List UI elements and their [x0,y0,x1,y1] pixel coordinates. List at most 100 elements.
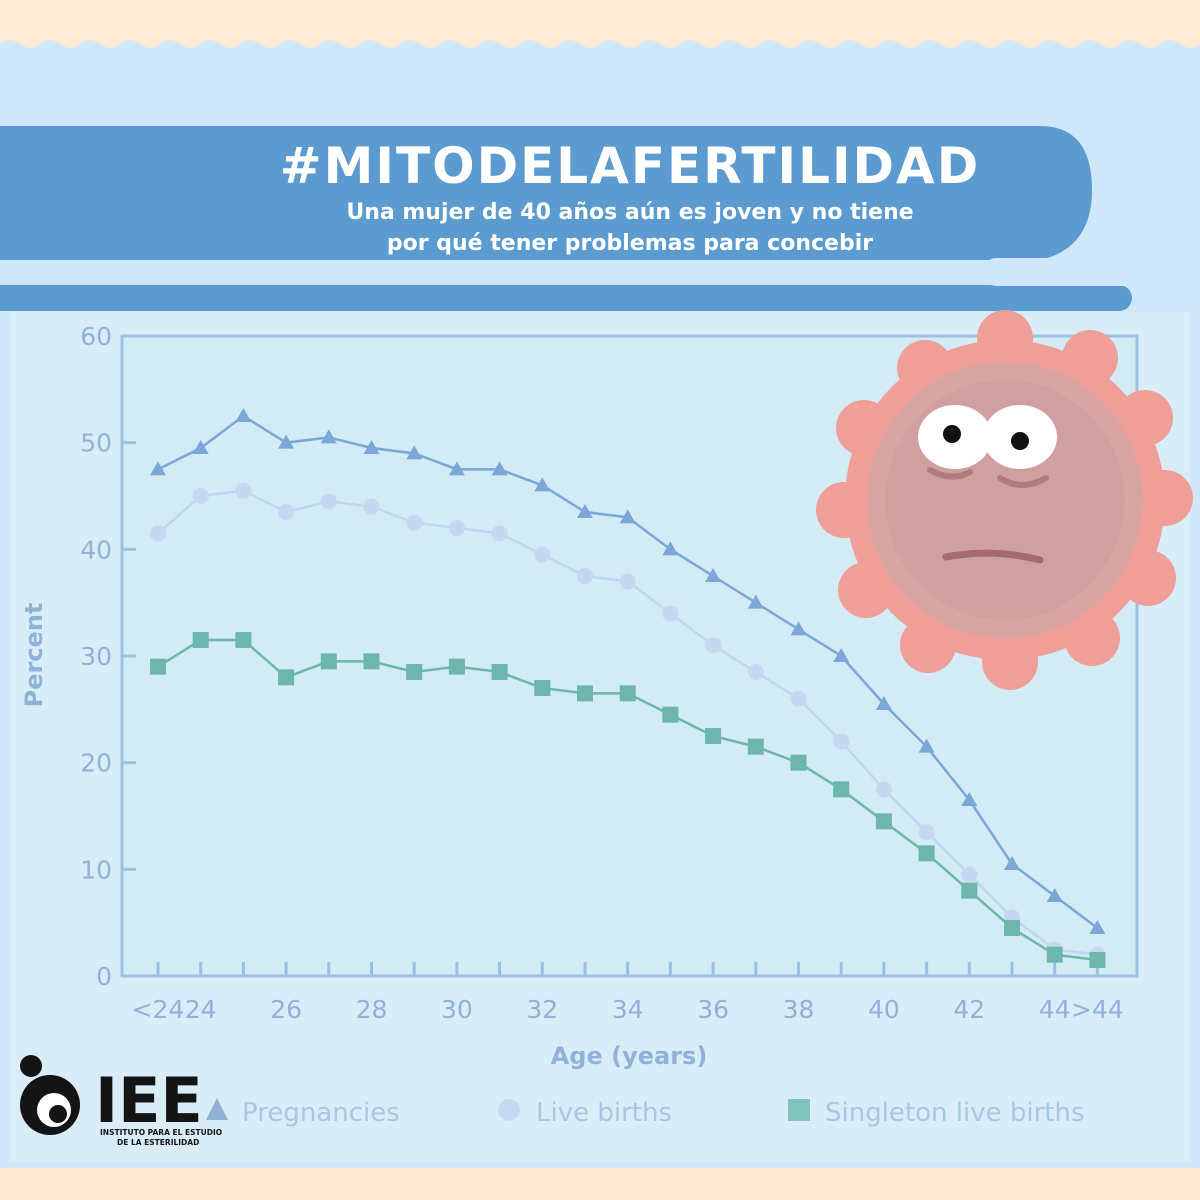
y-tick-label: 20 [80,749,112,778]
data-point-live-births [448,520,465,536]
data-point-singleton-live-births [406,664,423,680]
data-point-singleton-live-births [278,669,295,686]
data-point-singleton-live-births [747,738,764,755]
legend-marker-pregnancies [206,1098,228,1120]
x-tick-label: >44 [1071,995,1124,1024]
banner-title: #MITODELAFERTILIDAD [280,137,981,195]
x-axis-label: Age (years) [551,1042,708,1070]
data-point-pregnancies [1004,856,1020,870]
data-point-singleton-live-births [619,685,636,702]
data-point-singleton-live-births [1046,946,1063,963]
data-point-singleton-live-births [1089,952,1106,968]
y-tick-label: 50 [80,429,112,458]
data-point-pregnancies [1046,888,1063,902]
x-tick-label: 30 [441,995,473,1024]
data-point-live-births [235,482,252,499]
data-point-live-births [705,637,722,654]
y-tick-label: 0 [96,962,112,991]
x-tick-label: 26 [270,995,302,1024]
mascot-eyebags [927,467,1049,488]
data-point-pregnancies [833,648,850,662]
data-point-pregnancies [363,440,380,454]
x-tick-label: 24 [185,995,217,1024]
x-tick-label: 40 [868,995,900,1024]
x-tick-label: 38 [783,995,815,1024]
legend-marker-live-births [498,1099,520,1121]
data-point-live-births [320,493,337,510]
data-point-pregnancies [320,429,337,444]
data-point-live-births [150,525,166,542]
mascot-pupil-left [943,425,961,443]
mascot-mouth [942,549,1044,564]
data-point-live-births [790,690,807,707]
data-point-pregnancies [235,408,252,422]
data-point-live-births [747,664,764,680]
legend-marker-singleton [788,1099,810,1121]
data-point-live-births [833,733,850,750]
data-point-live-births [491,525,508,542]
data-point-pregnancies [747,594,764,609]
x-tick-label: 34 [612,995,644,1024]
data-point-singleton-live-births [448,658,465,675]
data-point-pregnancies [406,445,423,460]
egg-cell-mascot [816,310,1193,690]
data-point-live-births [619,573,636,590]
y-tick-label: 40 [80,535,112,564]
mascot-pupil-right [1011,432,1029,450]
data-point-singleton-live-births [961,882,978,899]
data-point-pregnancies [875,696,892,710]
data-point-singleton-live-births [577,685,593,702]
banner-subtitle-line2: por qué tener problemas para concebir [387,231,873,256]
data-point-live-births [406,514,423,531]
banner-subtitle-line1: Una mujer de 40 años aún es joven y no t… [346,200,913,225]
data-point-singleton-live-births [875,813,892,830]
x-tick-label: 42 [953,995,985,1024]
bottom-strip [0,1168,1200,1200]
data-point-pregnancies [1089,920,1106,934]
data-point-singleton-live-births [534,680,551,696]
iee-logo: IEE INSTITUTO PARA EL ESTUDIO DE LA ESTE… [20,1055,222,1147]
logo-tagline-line2: DE LA ESTERILIDAD [117,1138,199,1147]
y-axis-label: Percent [20,603,48,708]
data-point-live-births [534,546,551,563]
data-point-pregnancies [278,434,295,449]
data-point-pregnancies [961,792,978,806]
x-tick-label: 32 [526,995,558,1024]
x-axis-ticks: <24 24 26 28 30 32 34 36 38 40 42 44 >44 [132,962,1124,1024]
data-point-pregnancies [705,568,722,582]
data-point-pregnancies [662,541,679,556]
series-layer [150,408,1106,968]
data-point-pregnancies [790,621,807,636]
data-point-singleton-live-births [235,632,252,648]
data-point-singleton-live-births [150,658,166,675]
y-tick-label: 10 [80,855,112,884]
data-point-singleton-live-births [320,653,337,670]
data-point-live-births [918,824,935,840]
data-point-singleton-live-births [918,845,935,862]
data-point-singleton-live-births [192,632,209,648]
data-point-live-births [961,866,978,883]
y-tick-label: 30 [80,642,112,671]
data-point-pregnancies [619,509,636,524]
x-tick-label: <24 [132,995,185,1024]
data-point-pregnancies [918,738,935,753]
data-point-singleton-live-births [1004,920,1020,936]
data-point-singleton-live-births [662,706,679,723]
data-point-live-births [363,498,380,515]
x-tick-label: 28 [356,995,388,1024]
data-point-pregnancies [448,461,465,476]
data-point-singleton-live-births [790,754,807,771]
x-tick-label: 44 [1039,995,1071,1024]
data-point-live-births [662,605,679,622]
data-point-singleton-live-births [705,728,722,744]
logo-text: IEE [95,1064,203,1137]
data-point-live-births [577,568,593,584]
legend-label-pregnancies: Pregnancies [242,1098,400,1128]
data-point-singleton-live-births [363,653,380,670]
data-point-live-births [875,781,892,798]
data-point-live-births [278,504,295,520]
data-point-pregnancies [150,461,166,476]
legend-label-live-births: Live births [536,1098,672,1128]
data-point-live-births [192,488,209,504]
